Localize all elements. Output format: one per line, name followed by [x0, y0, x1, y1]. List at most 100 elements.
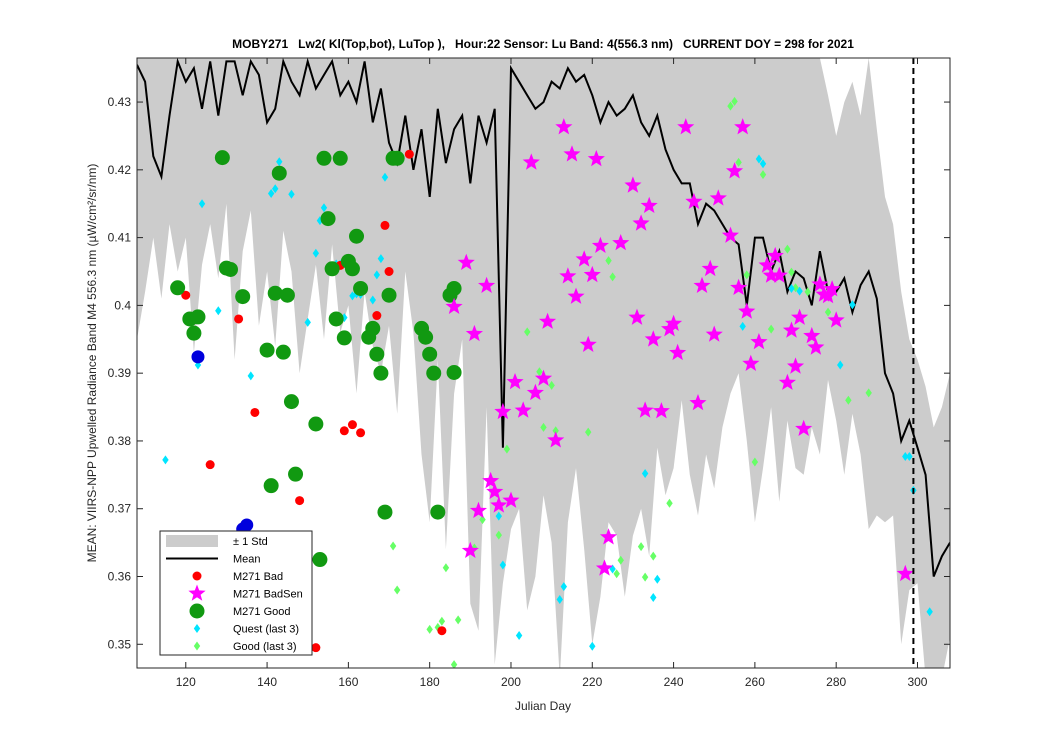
good-last3-point — [540, 422, 547, 432]
good-point — [377, 504, 393, 520]
badsen-point — [502, 491, 520, 508]
good-last3-point — [788, 267, 795, 277]
good-point — [381, 287, 397, 303]
badsen-point — [795, 419, 813, 436]
quest-point — [926, 607, 933, 617]
badsen-point — [575, 250, 593, 267]
good-point — [275, 344, 291, 360]
good-last3-point — [666, 498, 673, 508]
x-tick-label: 220 — [582, 675, 602, 689]
badsen-point — [514, 401, 532, 418]
badsen-point — [803, 326, 821, 344]
good-point — [308, 416, 324, 432]
good-last3-point — [438, 616, 446, 626]
bad-point — [384, 267, 394, 276]
good-point — [283, 394, 299, 410]
bad-point — [250, 407, 260, 417]
legend-label-good: M271 Good — [233, 606, 290, 618]
quest-point — [288, 189, 295, 199]
badsen-point — [766, 246, 784, 264]
good-point — [365, 320, 381, 336]
legend-swatch-bad — [192, 571, 202, 581]
quest-point — [654, 574, 661, 584]
good-last3-point — [389, 541, 397, 551]
good-last3-point — [727, 101, 734, 111]
badsen-point — [778, 373, 796, 390]
quest-point — [215, 306, 222, 316]
good-last3-point — [845, 395, 852, 405]
good-point — [446, 364, 462, 380]
good-point — [373, 365, 389, 381]
bad-point — [404, 149, 414, 159]
good-last3-point — [767, 324, 775, 334]
good-last3-point — [503, 444, 511, 454]
y-tick-label: 0.35 — [108, 637, 132, 651]
good-last3-point — [536, 367, 543, 377]
bad-point — [311, 643, 321, 653]
badsen-point — [644, 330, 662, 347]
badsen-point — [791, 308, 809, 325]
bad-point — [372, 311, 382, 321]
x-tick-label: 140 — [257, 675, 277, 689]
quest-point — [373, 270, 381, 280]
badsen-point — [750, 333, 768, 350]
badsen-point — [559, 267, 577, 284]
quest-point — [162, 455, 169, 465]
x-tick-label: 160 — [338, 675, 358, 689]
good-point — [418, 329, 434, 345]
good-last3-point — [605, 256, 612, 266]
y-tick-label: 0.4 — [114, 298, 131, 312]
badsen-point — [587, 150, 605, 167]
good-point — [170, 280, 186, 296]
legend-label-good_last3: Good (last 3) — [233, 641, 297, 653]
good-point — [328, 311, 344, 327]
quest-point — [556, 595, 563, 605]
blue-point — [191, 350, 205, 364]
badsen-point — [624, 176, 642, 193]
legend-swatch-quest — [193, 624, 201, 633]
x-tick-label: 260 — [745, 675, 765, 689]
badsen-point — [652, 402, 670, 419]
y-tick-label: 0.38 — [108, 434, 132, 448]
y-tick-label: 0.42 — [108, 163, 132, 177]
badsen-point — [726, 162, 744, 179]
quest-point — [902, 452, 909, 462]
good-point — [320, 211, 336, 227]
badsen-point — [770, 266, 788, 283]
badsen-point — [762, 266, 780, 283]
good-last3-point — [824, 307, 832, 317]
quest-point — [499, 560, 507, 570]
badsen-point — [628, 308, 646, 325]
bad-point — [339, 426, 349, 436]
badsen-point — [469, 501, 487, 518]
good-point — [422, 346, 438, 362]
badsen-point — [445, 297, 463, 314]
quest-point — [247, 371, 255, 381]
quest-point — [320, 203, 328, 213]
quest-point — [906, 452, 913, 462]
good-last3-point — [393, 585, 401, 595]
badsen-point — [494, 402, 512, 420]
quest-point — [381, 172, 389, 182]
bad-point — [356, 428, 366, 438]
good-point — [186, 325, 202, 341]
bad-point — [234, 314, 244, 324]
good-last3-point — [613, 569, 620, 579]
good-last3-point — [479, 515, 486, 525]
badsen-point — [636, 401, 654, 418]
good-point — [369, 346, 385, 362]
badsen-point — [669, 343, 687, 361]
good-point — [430, 504, 446, 520]
good-last3-point — [548, 380, 555, 390]
marker-layer — [162, 96, 933, 668]
x-tick-label: 300 — [907, 675, 927, 689]
good-last3-point — [751, 457, 759, 467]
badsen-point — [526, 383, 544, 401]
bad-point — [347, 420, 357, 430]
quest-point — [304, 317, 311, 327]
plot-frame — [136, 57, 951, 669]
badsen-point — [689, 394, 707, 411]
good-last3-point — [495, 530, 502, 540]
y-tick-label: 0.43 — [108, 95, 132, 109]
good-point — [316, 150, 332, 166]
